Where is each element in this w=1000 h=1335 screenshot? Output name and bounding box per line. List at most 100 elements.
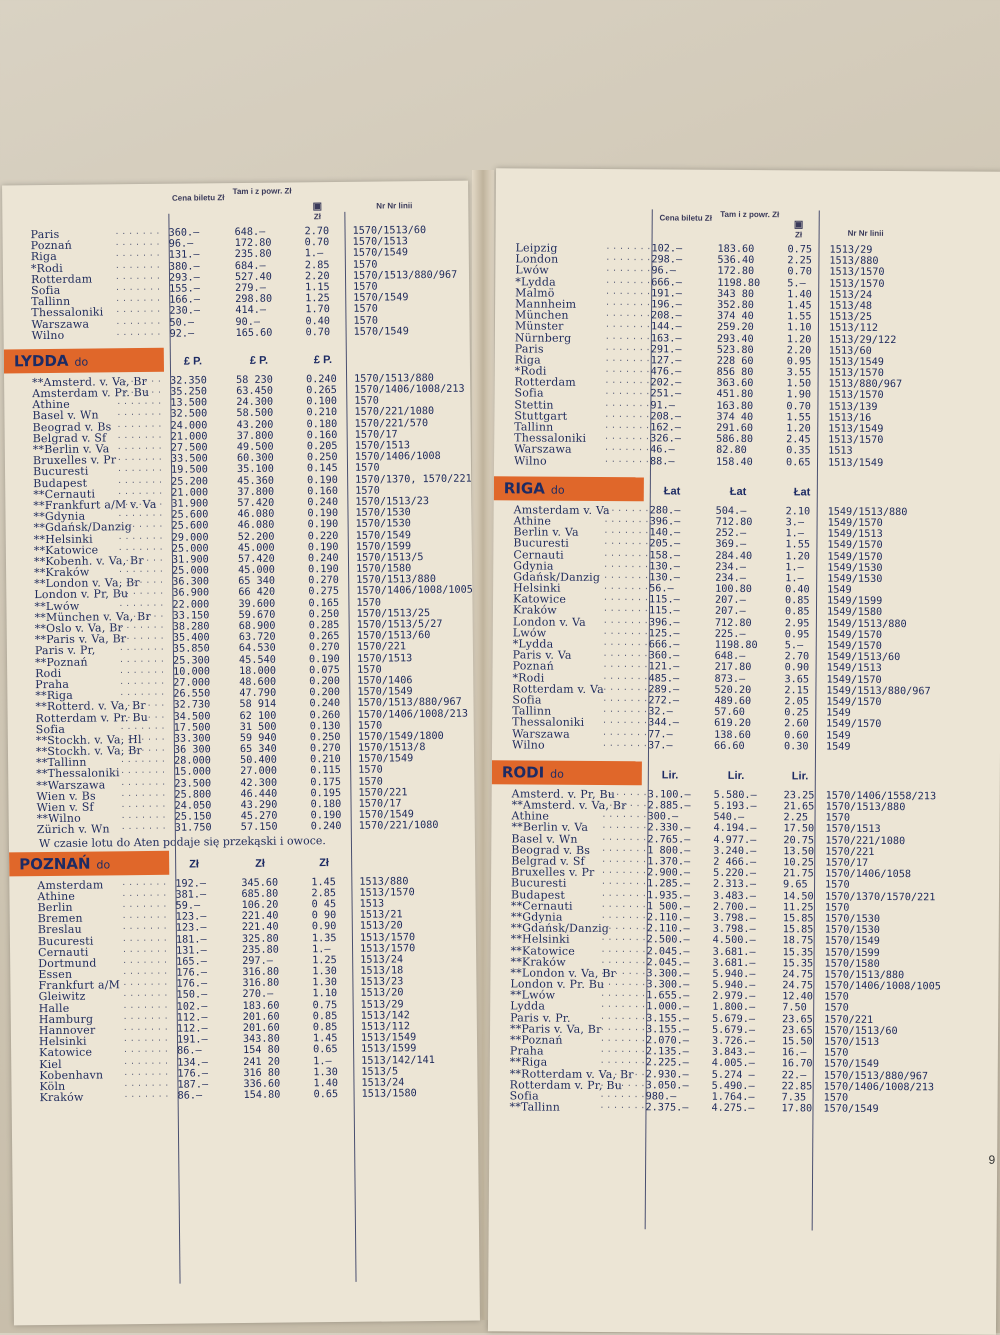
baggage-value: 0.240 [306,373,337,386]
baggage-value: 0.240 [310,821,342,833]
baggage-value: 0.70 [305,326,331,338]
leader-dots: ······· [116,454,165,465]
round-trip-value: 520.20 [714,684,752,696]
line-numbers: 1549 [826,730,851,742]
baggage-value: 0.100 [306,396,338,408]
currency-label: Lir. [727,769,745,782]
round-trip-value: 37.800 [237,486,275,498]
destination-name: **Tallinn [509,1100,561,1114]
baggage-value: 0.250 [306,452,338,464]
line-numbers: 1570/1406/1008/213 [354,383,465,396]
baggage-value: 1.— [312,943,331,955]
round-trip-value: 712.80 [715,516,753,528]
round-trip-value: 64.530 [238,643,276,655]
round-trip-value: 3.798.— [712,912,756,925]
round-trip-value: 46.080 [237,519,275,532]
leader-dots: ······· [119,701,168,711]
baggage-value: 2.20 [304,270,330,283]
section-banner: LYDDA do [3,347,165,374]
leader-dots: ······· [603,505,652,516]
baggage-value: 20.75 [783,834,815,847]
baggage-value: 2.05 [784,696,809,708]
price-value: 166.— [169,294,200,306]
round-trip-value: 316.80 [242,966,280,979]
line-numbers: 1570 [824,991,849,1003]
baggage-value: 0.250 [309,731,341,744]
destination-name: Thessaloniki [31,305,104,320]
destination-name: Wilno [31,328,65,342]
price-value: 25.600 [171,509,209,521]
price-value: 2.765.— [647,833,691,846]
price-value: 176.— [177,1068,209,1080]
baggage-value: 0.85 [785,595,810,607]
price-value: 33.500 [170,453,208,465]
leader-dots: ······· [122,1002,171,1012]
currency-label: Łat [729,485,747,498]
round-trip-value: 648.— [234,226,266,239]
round-trip-value: 58.500 [236,408,274,420]
baggage-value: 0.285 [308,619,340,632]
round-trip-value: 5.193.— [713,800,757,813]
line-numbers: 1570/221/1080 [358,820,439,833]
line-numbers: 1570/1599 [355,540,412,553]
line-numbers: 1549/1580 [826,606,883,619]
price-value: 291.— [650,344,682,356]
currency-label: £ P. [313,353,333,367]
line-numbers: 1570 [824,1002,849,1015]
leader-dots: ······· [120,768,168,778]
price-value: 92.— [169,328,195,340]
line-numbers: 1549/1513/880 [827,506,908,518]
round-trip-value: 1198.80 [717,277,761,289]
line-numbers: 1570/1513/8 [357,742,426,754]
leader-dots: ······· [600,935,649,945]
leader-dots: ······· [604,355,653,366]
line-numbers: 1513/142 [360,1010,410,1022]
price-value: 2.930.— [645,1068,689,1081]
line-numbers: 1570/1513 [356,652,413,665]
round-trip-value: 106.20 [241,899,279,911]
baggage-value: 1.55 [786,311,812,323]
baggage-value: 21.65 [783,801,815,813]
leader-dots: ······· [600,890,649,900]
leader-dots: ······· [121,935,170,945]
price-value: 476.— [650,366,682,378]
baggage-value: 0.075 [309,664,340,677]
baggage-value: 0.220 [307,530,339,542]
round-trip-value: 201.60 [242,1022,280,1034]
round-trip-value: 5.940.— [712,968,756,980]
leader-dots: ······· [602,662,651,672]
leader-dots: ······· [602,729,650,739]
leader-dots: ······· [118,645,167,655]
round-trip-value: 374 40 [716,411,754,423]
price-value: 10.000 [173,666,211,678]
price-value: 123.— [175,922,207,935]
baggage-value: 0.165 [308,597,340,609]
line-numbers: 1513/1549 [827,457,884,469]
leader-dots: ······· [601,834,650,844]
price-value: 300.— [647,811,679,823]
round-trip-value: 4.275.— [711,1102,755,1115]
price-value: 666.— [648,639,680,651]
price-value: 36.300 [172,576,210,588]
price-value: 187.— [177,1079,209,1091]
leader-dots: ······· [604,344,653,355]
baggage-value: 23.25 [783,790,815,802]
price-value: 33.150 [172,610,210,622]
baggage-value: 9.65 [783,879,808,891]
leader-dots: ······· [122,1013,171,1024]
baggage-value: 1.20 [785,550,810,562]
baggage-value: 0.115 [310,765,341,777]
line-numbers: 1570/1513/60 [356,630,431,642]
leader-dots: ······· [601,801,650,811]
baggage-value: 1.20 [786,333,812,345]
line-numbers: 1549 [825,741,851,753]
line-numbers: 1513/18 [360,965,404,977]
leader-dots: ······· [604,423,653,433]
destination-name: Wilno [513,453,547,468]
line-numbers: 1570/1513/5/27 [356,618,443,631]
line-numbers: 1570/1513/880 [824,969,905,981]
section-lydda: LYDDA do £ P. £ P. £ P. **Amsterd. v. Va, Br ·… [3,344,475,837]
leader-dots: ······· [601,868,649,878]
baggage-value: 2.25 [787,255,813,267]
leader-dots: ······· [116,399,165,409]
